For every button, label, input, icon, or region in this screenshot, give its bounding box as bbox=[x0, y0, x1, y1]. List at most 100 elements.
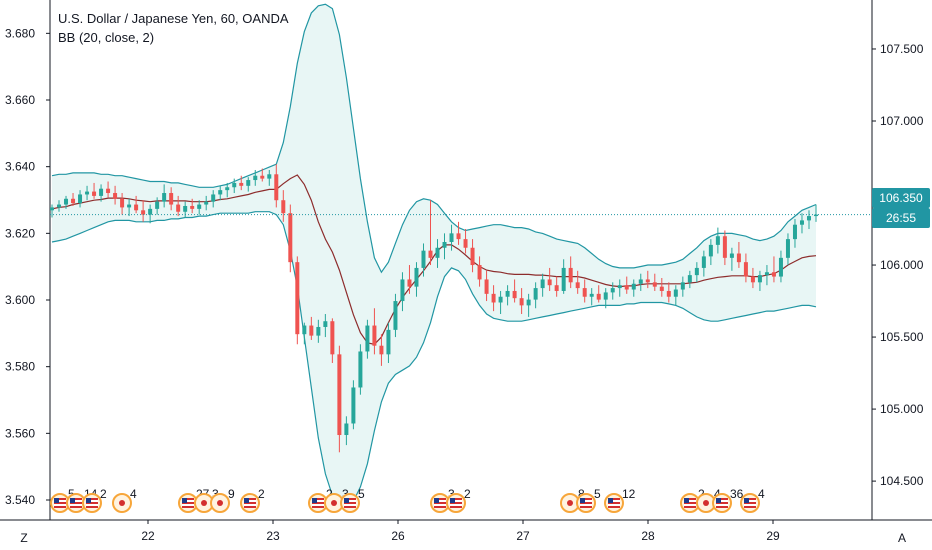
candle-body bbox=[568, 267, 573, 283]
time-axis[interactable]: 22 23 26 27 28 29 bbox=[0, 519, 932, 543]
candle-body bbox=[386, 329, 391, 355]
event-count-label: 3 bbox=[448, 487, 455, 501]
flag-canton bbox=[344, 498, 349, 503]
candle-body bbox=[435, 247, 440, 258]
event-count-label: 2 bbox=[258, 487, 265, 501]
flag-canton bbox=[182, 498, 187, 503]
us-flag-icon: 2 bbox=[240, 487, 265, 513]
right-tick-label: 106.000 bbox=[880, 258, 924, 272]
event-count-label: 36 bbox=[730, 487, 744, 501]
event-count-label: 5 bbox=[68, 487, 75, 501]
flag-stripe bbox=[244, 502, 256, 504]
bar-countdown-label: 26:55 bbox=[872, 208, 930, 228]
flag-stripe bbox=[182, 502, 194, 504]
left-tick-label: 3.580 bbox=[5, 360, 35, 374]
candle-body bbox=[225, 187, 230, 191]
candle-body bbox=[190, 205, 195, 209]
candle-body bbox=[85, 191, 90, 195]
candle-body bbox=[358, 351, 363, 388]
flag-stripe bbox=[312, 506, 324, 508]
flag-stripe bbox=[312, 502, 324, 504]
candle-body bbox=[316, 326, 321, 336]
x-tick-label: 23 bbox=[266, 529, 280, 543]
flag-stripe bbox=[744, 498, 756, 500]
candle-body bbox=[302, 325, 307, 335]
us-flag-icon: 2 bbox=[680, 487, 705, 513]
candle-body bbox=[645, 279, 650, 283]
flag-sun bbox=[331, 500, 337, 506]
event-count-label: 3 bbox=[212, 487, 219, 501]
candle-body bbox=[526, 299, 531, 306]
left-tick-label: 3.620 bbox=[5, 226, 35, 240]
us-flag-icon: 5 bbox=[50, 487, 75, 513]
bb-lower-line bbox=[51, 211, 817, 508]
candle-body bbox=[617, 285, 622, 289]
candle-body bbox=[260, 175, 265, 179]
candle-body bbox=[736, 253, 741, 263]
candle-body bbox=[57, 204, 62, 208]
candle-body bbox=[814, 214, 818, 217]
candle-body bbox=[792, 224, 797, 240]
candle-body bbox=[575, 282, 580, 289]
event-count-label: 12 bbox=[622, 487, 636, 501]
candle-body bbox=[477, 265, 482, 280]
flag-stripe bbox=[434, 502, 446, 504]
candle-body bbox=[204, 201, 209, 205]
flag-stripe bbox=[608, 502, 620, 504]
flag-stripe bbox=[684, 502, 696, 504]
candle-body bbox=[393, 301, 398, 330]
flag-stripe bbox=[70, 502, 82, 504]
us-flag-icon: 5 bbox=[576, 487, 601, 513]
candle-body bbox=[288, 213, 293, 263]
candle-body bbox=[547, 279, 552, 286]
flag-canton bbox=[744, 498, 749, 503]
right-tick-label: 104.500 bbox=[880, 474, 924, 488]
jp-flag-icon: 9 bbox=[210, 487, 235, 513]
candle-body bbox=[309, 325, 314, 336]
candle-body bbox=[743, 262, 748, 277]
flag-stripe bbox=[434, 498, 446, 500]
us-flag-icon: 4 bbox=[740, 487, 765, 513]
x-tick-label: 29 bbox=[766, 529, 780, 543]
flag-sun bbox=[703, 500, 709, 506]
candle-body bbox=[330, 321, 335, 355]
flag-canton bbox=[580, 498, 585, 503]
flag-canton bbox=[450, 498, 455, 503]
flag-stripe bbox=[580, 506, 592, 508]
candle-body bbox=[337, 354, 342, 436]
flag-sun bbox=[119, 500, 125, 506]
event-count-label: 4 bbox=[130, 487, 137, 501]
flag-stripe bbox=[434, 506, 446, 508]
candle-body bbox=[561, 267, 566, 291]
candle-body bbox=[666, 290, 671, 297]
candle-body bbox=[498, 296, 503, 303]
candle-body bbox=[211, 194, 216, 202]
candle-body bbox=[106, 188, 111, 194]
candle-body bbox=[638, 279, 643, 284]
flag-stripe bbox=[450, 506, 462, 508]
left-tick-label: 3.660 bbox=[5, 93, 35, 107]
bb-basis-line bbox=[51, 174, 817, 345]
flag-stripe bbox=[744, 502, 756, 504]
left-price-axis[interactable]: 3.680 3.660 3.640 3.620 3.600 3.580 3.560 3.540 bbox=[5, 0, 51, 520]
candle-body bbox=[708, 244, 713, 257]
candles bbox=[50, 164, 818, 453]
candle-body bbox=[176, 204, 181, 212]
zoom-toggle-button[interactable]: Z bbox=[20, 531, 28, 545]
right-price-axis[interactable]: 107.500107.000106.500106.000105.500105.0… bbox=[871, 0, 924, 520]
candle-body bbox=[519, 298, 524, 306]
us-flag-icon: 2 bbox=[446, 487, 471, 513]
candle-body bbox=[505, 290, 510, 297]
flag-stripe bbox=[70, 498, 82, 500]
auto-scale-button[interactable]: A bbox=[897, 531, 906, 545]
flag-stripe bbox=[344, 502, 356, 504]
candle-body bbox=[295, 262, 300, 335]
candle-body bbox=[267, 174, 272, 179]
candle-body bbox=[715, 236, 720, 245]
candle-body bbox=[456, 233, 461, 240]
flag-stripe bbox=[716, 506, 728, 508]
candle-body bbox=[785, 239, 790, 258]
flag-stripe bbox=[86, 498, 98, 500]
candle-body bbox=[512, 290, 517, 299]
